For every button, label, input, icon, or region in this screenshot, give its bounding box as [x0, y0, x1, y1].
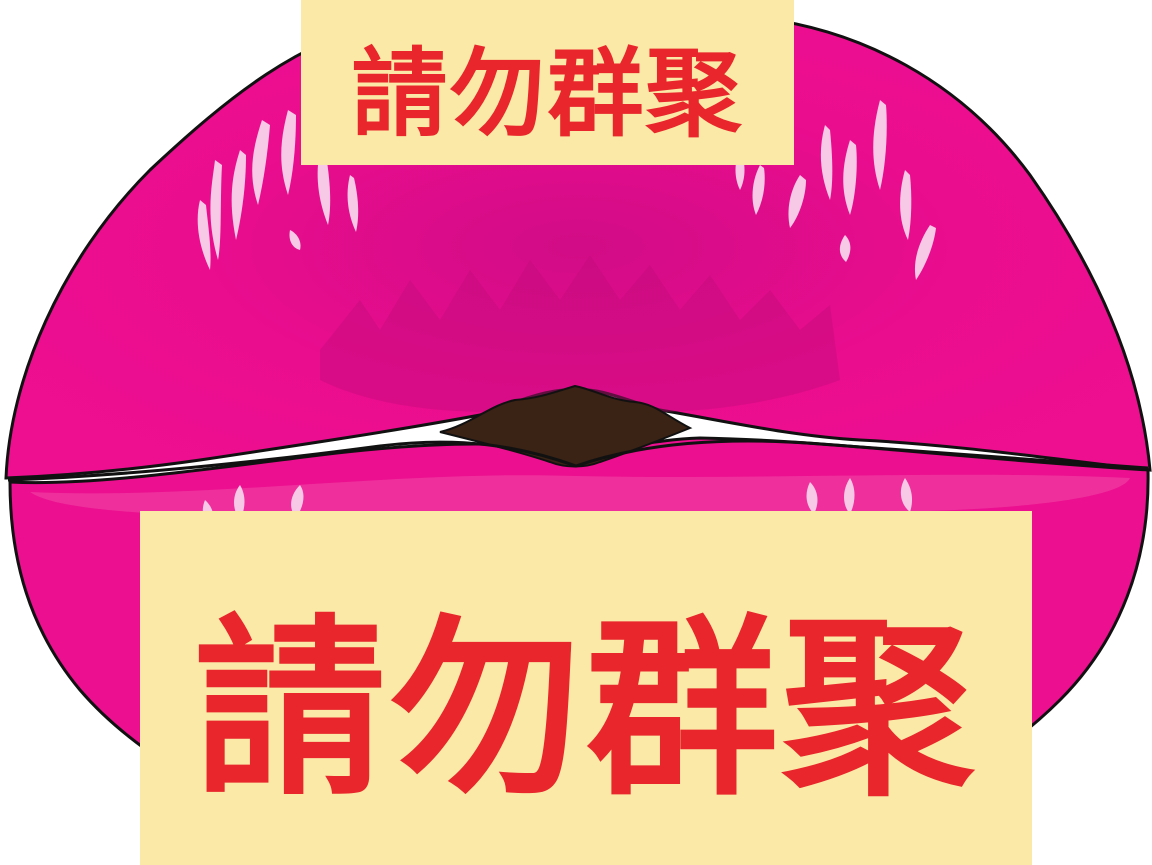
bottom-sign-text: 請勿群聚	[194, 599, 978, 822]
bottom-sign: 請勿群聚	[140, 511, 1032, 865]
top-sign: 請勿群聚	[301, 0, 794, 165]
upper-lip-highlights-right	[735, 100, 936, 280]
upper-lip-inner-shadow	[320, 255, 840, 412]
upper-lip-highlights-left	[197, 110, 359, 270]
top-sign-text: 請勿群聚	[351, 38, 744, 150]
lower-lip-sheen	[30, 474, 1130, 518]
lip-parting-line	[7, 439, 1149, 482]
